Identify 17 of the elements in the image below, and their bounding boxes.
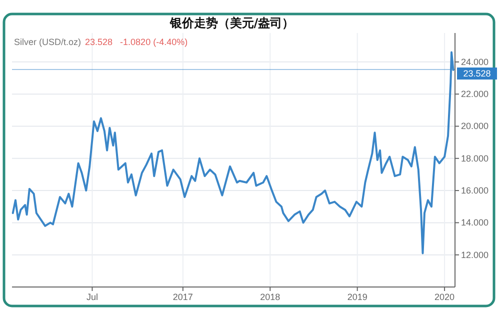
x-tick-label: 2019 [347, 292, 368, 302]
y-tick-label: 14.000 [461, 218, 489, 228]
annotation: 23.528 -1.0820 (-4.40%) [85, 37, 188, 47]
y-tick-label: 24.000 [461, 56, 489, 67]
x-tick-label: 2020 [434, 292, 455, 302]
text: Silver (USD/t.oz) [14, 37, 82, 47]
x-tick-label: 2017 [172, 292, 193, 302]
y-tick-label: 20.000 [461, 121, 489, 132]
ref-line-label: 23.528 [463, 68, 491, 79]
chart-title: 银价走势（美元/盎司） [168, 16, 294, 30]
line-series [12, 51, 454, 254]
y-tick-label: 18.000 [461, 153, 489, 164]
y-tick-label: 16.000 [461, 186, 489, 196]
y-tick-label: 12.000 [461, 250, 489, 260]
x-tick-label: Jul [86, 292, 98, 302]
x-tick-label: 2018 [260, 292, 280, 302]
y-tick-label: 22.000 [461, 89, 489, 100]
